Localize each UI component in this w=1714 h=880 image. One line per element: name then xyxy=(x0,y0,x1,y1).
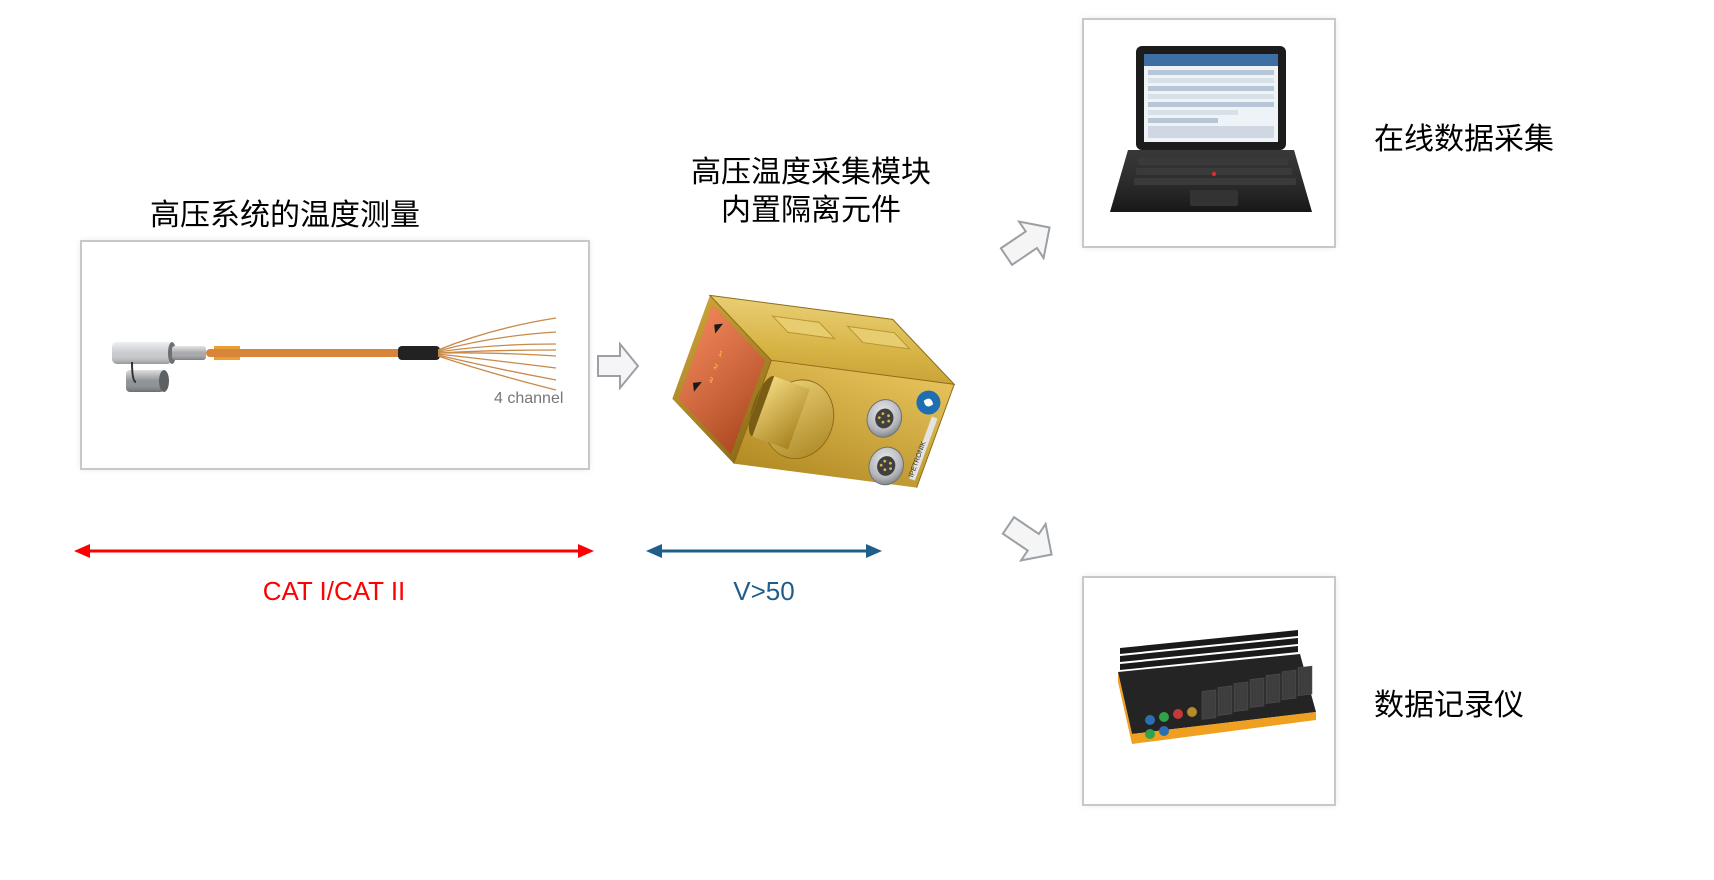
v-range-arrow xyxy=(646,540,882,562)
laptop-title: 在线数据采集 xyxy=(1374,114,1554,158)
v-range-label: V>50 xyxy=(646,576,882,607)
logger-box xyxy=(1082,576,1336,806)
logger-illustration xyxy=(1084,578,1338,808)
module-title-line2: 内置隔离元件 xyxy=(721,194,901,227)
cat-range-label: CAT I/CAT II xyxy=(74,576,594,607)
flow-arrow-sensor-to-module xyxy=(596,342,640,390)
sensor-illustration xyxy=(82,242,592,472)
laptop-illustration xyxy=(1084,20,1338,250)
flow-arrow-module-to-logger xyxy=(993,504,1066,575)
module-illustration: 1 2 3 xyxy=(644,224,974,514)
laptop-box xyxy=(1082,18,1336,248)
module-title-line1: 高压温度采集模块 xyxy=(691,156,931,189)
flow-arrow-module-to-laptop xyxy=(991,206,1064,277)
channel-count-label: 4 channel xyxy=(494,390,563,408)
sensor-box: 4 channel xyxy=(80,240,590,470)
cat-range-arrow xyxy=(74,540,594,562)
sensor-title: 高压系统的温度测量 xyxy=(150,190,420,234)
module-title: 高压温度采集模块 内置隔离元件 xyxy=(646,154,976,229)
module-box: 1 2 3 xyxy=(644,224,974,514)
logger-title: 数据记录仪 xyxy=(1374,680,1524,724)
